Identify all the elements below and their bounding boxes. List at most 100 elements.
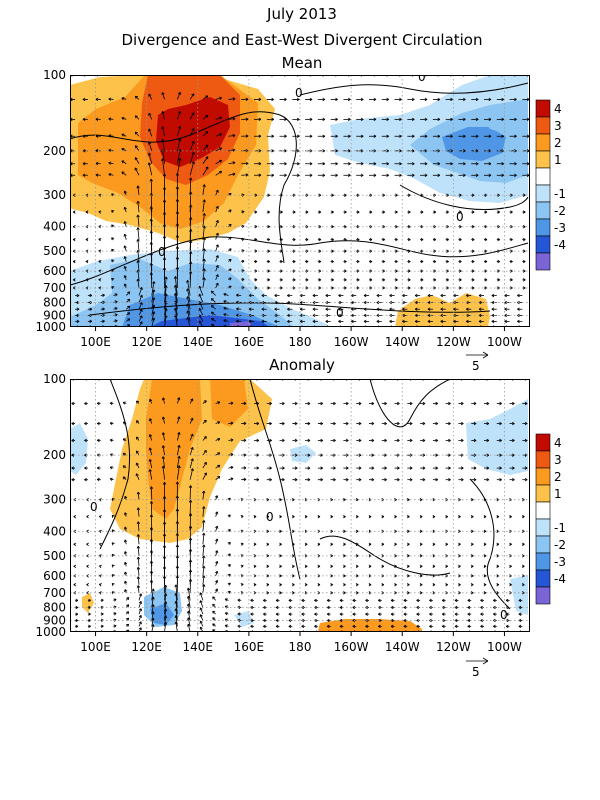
wind-vector-head — [223, 292, 227, 297]
wind-vector-head — [212, 623, 216, 627]
wind-vector-head — [288, 624, 292, 629]
wind-vector-head — [274, 307, 277, 311]
wind-vector-head — [416, 624, 420, 629]
wind-vector-head — [202, 506, 206, 509]
wind-vector — [137, 491, 140, 500]
wind-vector-head — [422, 466, 426, 470]
wind-vector-head — [369, 237, 373, 242]
wind-vector-head — [411, 134, 415, 138]
wind-vector-head — [219, 159, 223, 163]
wind-vector-head — [148, 112, 152, 116]
wind-vector-head — [325, 307, 329, 311]
wind-vector-head — [82, 117, 86, 122]
wind-vector-head — [202, 575, 206, 579]
wind-vector-head — [458, 498, 461, 502]
wind-vector-head — [450, 117, 453, 122]
mean-contour-sfc — [89, 302, 491, 316]
wind-vector — [228, 134, 236, 137]
wind-vector-head — [470, 542, 474, 546]
wind-vector — [202, 584, 205, 593]
wind-vector — [176, 445, 180, 456]
wind-vector-head — [224, 624, 228, 628]
wind-vector — [198, 308, 204, 316]
wind-vector-head — [243, 453, 247, 457]
wind-vector-head — [210, 317, 214, 321]
wind-vector — [202, 533, 205, 545]
wind-vector-head — [317, 582, 321, 587]
wind-vector — [202, 544, 205, 556]
wind-vector-head — [279, 574, 282, 578]
wind-vector-head — [89, 300, 93, 305]
wind-vector-head — [335, 162, 338, 166]
wind-vector-head — [187, 617, 191, 621]
wind-vector-head — [148, 469, 152, 472]
wind-vector-head — [493, 618, 496, 623]
wind-vector-head — [136, 379, 138, 380]
wind-vector-head — [261, 293, 265, 298]
wind-vector-head — [331, 193, 334, 197]
wind-vector — [175, 584, 178, 601]
wind-vector — [215, 255, 219, 262]
wind-vector-head — [164, 308, 168, 311]
wind-vector-head — [177, 110, 182, 114]
colorbar-swatch — [535, 518, 551, 537]
wind-vector-head — [227, 573, 231, 577]
wind-vector-head — [215, 525, 219, 529]
wind-vector — [148, 141, 153, 151]
anom-contour-b — [249, 379, 301, 580]
wind-vector-head — [203, 400, 207, 404]
wind-vector — [136, 450, 140, 456]
wind-vector-head — [72, 237, 76, 242]
wind-vector — [228, 466, 234, 469]
wind-vector-head — [518, 612, 522, 616]
wind-vector — [164, 285, 167, 303]
wind-vector-head — [148, 418, 153, 422]
wind-vector-head — [178, 68, 180, 71]
mean-negative-shading — [70, 75, 528, 327]
wind-vector-head — [309, 173, 313, 177]
wind-vector-head — [151, 596, 155, 600]
wind-vector-head — [162, 482, 167, 485]
wind-vector-head — [275, 618, 279, 623]
mean-contour-lower — [70, 236, 529, 286]
wind-vector — [151, 379, 152, 380]
wind-vector-head — [460, 466, 464, 470]
wind-vector-head — [149, 539, 154, 542]
wind-vector-head — [240, 514, 244, 519]
wind-vector-head — [466, 293, 469, 298]
wind-vector-head — [190, 458, 194, 462]
wind-vector-head — [124, 512, 128, 516]
wind-vector — [202, 565, 205, 576]
wind-vector-head — [522, 225, 526, 229]
wind-vector-head — [486, 438, 490, 443]
colorbar-label: -1 — [554, 187, 566, 201]
wind-vector-head — [416, 598, 420, 603]
wind-vector-head — [254, 269, 258, 273]
wind-vector-head — [161, 416, 166, 420]
wind-vector-head — [409, 453, 413, 457]
wind-vector — [175, 601, 178, 615]
wind-vector-head — [174, 608, 178, 612]
wind-vector-head — [424, 162, 428, 166]
wind-vector — [124, 75, 127, 76]
wind-vector-head — [136, 534, 141, 537]
wind-vector-head — [230, 477, 234, 481]
wind-vector-head — [345, 453, 349, 457]
wind-vector-head — [162, 68, 165, 71]
wind-vector-head — [99, 515, 102, 519]
wind-vector — [176, 397, 180, 404]
wind-vector-head — [175, 533, 180, 536]
wind-vector-head — [123, 265, 127, 269]
wind-vector-head — [224, 598, 228, 602]
wind-vector-head — [343, 582, 346, 587]
wind-vector-head — [299, 307, 303, 311]
wind-vector-head — [371, 438, 375, 443]
wind-vector-head — [230, 453, 234, 457]
wind-vector-head — [108, 117, 112, 121]
wind-vector-head — [373, 97, 377, 102]
wind-vector-head — [470, 529, 474, 534]
wind-vector-head — [521, 554, 525, 558]
wind-vector-head — [284, 162, 287, 166]
wind-vector-head — [360, 173, 364, 177]
wind-vector-head — [407, 286, 411, 290]
